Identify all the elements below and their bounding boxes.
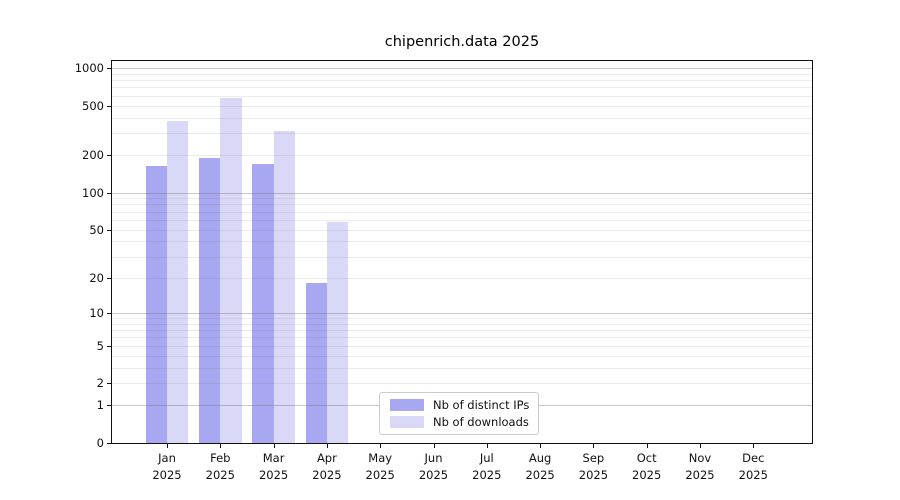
x-tick-jan [167,444,168,448]
x-tick-label-jul: Jul 2025 [472,451,502,482]
chart-title: chipenrich.data 2025 [384,34,540,50]
y-tick-label-5: 5 [96,338,104,353]
x-tick-label-sep: Sep 2025 [578,451,609,482]
y-tick-10 [107,312,111,314]
y-tick-label-0: 0 [96,436,104,450]
y-tick-label-1: 1 [96,398,104,413]
y-tick-label-500: 500 [82,98,104,113]
legend-swatch-downloads [390,416,424,428]
y-tick-500 [107,105,111,107]
bar-downloads-feb [220,98,242,443]
y-tick-label-50: 50 [89,222,104,237]
x-tick-sep [593,444,595,448]
y-tick-0 [107,443,111,444]
bar-downloads-jan [167,121,189,443]
x-tick-label-mar: Mar 2025 [258,451,289,482]
x-tick-nov [700,444,701,448]
y-tick-label-2: 2 [96,376,104,391]
y-tick-label-1000: 1000 [74,60,104,75]
bar-distinct-ips-feb [199,157,221,443]
x-tick-jun [433,444,435,448]
x-tick-oct [646,444,648,448]
y-tick-label-200: 200 [82,148,104,163]
bar-downloads-mar [273,131,295,443]
x-tick-aug [540,444,542,448]
y-tick-2 [107,383,111,385]
y-tick-label-20: 20 [89,270,104,285]
y-tick-label-100: 100 [82,185,104,200]
y-tick-20 [107,277,111,279]
y-tick-100 [107,192,111,194]
legend-entry-distinct-ips: Nb of distinct IPs [390,398,529,412]
plot-area: Nb of distinct IPs Nb of downloads [111,60,813,444]
x-tick-label-apr: Apr 2025 [312,451,342,482]
bar-distinct-ips-mar [252,163,274,443]
x-tick-label-aug: Aug 2025 [525,451,555,482]
x-tick-feb [220,444,222,448]
legend-label-downloads: Nb of downloads [433,415,529,429]
bar-distinct-ips-apr [305,283,327,443]
y-tick-200 [107,155,111,157]
x-tick-label-oct: Oct 2025 [632,451,662,482]
bar-downloads-apr [326,221,349,443]
x-tick-jul [486,444,488,448]
x-tick-apr [326,444,328,448]
bars-layer [112,61,812,443]
x-tick-label-nov: Nov 2025 [685,451,715,482]
x-tick-may [380,444,382,448]
y-tick-50 [107,229,111,231]
legend-swatch-distinct-ips [390,399,424,411]
x-tick-label-dec: Dec 2025 [738,451,768,482]
y-tick-1000 [107,67,111,69]
legend-label-distinct-ips: Nb of distinct IPs [433,398,530,412]
x-tick-dec [753,444,755,448]
y-tick-label-10: 10 [89,305,104,320]
legend-entry-downloads: Nb of downloads [390,415,529,429]
x-tick-label-feb: Feb 2025 [205,451,235,482]
y-tick-1 [107,405,111,407]
x-tick-label-jun: Jun 2025 [418,451,449,482]
x-tick-label-may: May 2025 [365,451,395,482]
y-tick-5 [107,345,111,347]
x-tick-mar [273,444,275,448]
legend: Nb of distinct IPs Nb of downloads [379,392,540,435]
x-tick-label-jan: Jan 2025 [152,451,182,482]
bar-distinct-ips-jan [145,165,167,443]
